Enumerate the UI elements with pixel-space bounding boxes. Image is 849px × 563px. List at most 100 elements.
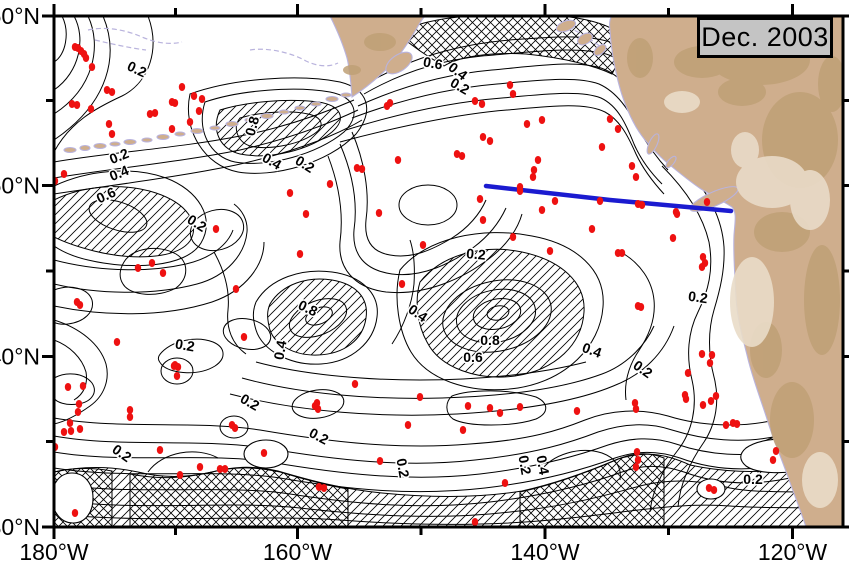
contour-value-label: 0.6 — [463, 349, 483, 365]
station-dot — [486, 137, 494, 145]
station-dot — [634, 456, 642, 464]
station-dot — [74, 44, 82, 52]
hatched-region — [267, 278, 367, 356]
hatched-region — [416, 248, 585, 378]
aleutian-island — [244, 117, 256, 123]
terrain-highlight — [802, 452, 838, 508]
station-dot — [74, 408, 82, 416]
contour-line — [213, 251, 247, 355]
contour-ring — [160, 357, 194, 385]
station-dot — [113, 338, 121, 346]
station-dot — [146, 110, 154, 118]
station-dot — [530, 166, 538, 174]
station-dot — [66, 419, 74, 427]
island — [593, 44, 607, 56]
lon-tick-label: 120°W — [758, 539, 828, 563]
contour-value-label: 0.4 — [270, 339, 289, 361]
aleutian-island — [109, 141, 121, 147]
station-dot — [156, 446, 164, 454]
contour-line — [677, 171, 725, 508]
station-dot — [286, 189, 294, 197]
station-dot — [633, 448, 641, 456]
contour-line — [649, 165, 712, 513]
contour-line — [391, 239, 415, 345]
station-dot — [707, 397, 715, 405]
station-dot — [476, 195, 484, 203]
station-dot — [88, 63, 96, 71]
station-dot — [509, 233, 517, 241]
contour-line — [54, 241, 265, 315]
terrain-highlight — [790, 170, 830, 230]
station-dot — [87, 105, 95, 113]
station-dot — [459, 426, 467, 434]
station-dot — [171, 99, 179, 107]
station-dot — [632, 463, 640, 471]
contour-ring — [291, 389, 345, 419]
station-dot — [419, 241, 427, 249]
station-dot — [698, 350, 706, 358]
shallow-coast-squiggle — [94, 39, 147, 51]
station-dot — [108, 130, 116, 138]
contour-value-label: 0.4 — [580, 339, 604, 361]
terrain-shading — [754, 212, 810, 252]
axis-frame-layer — [42, 4, 849, 539]
ship-track-line — [483, 183, 734, 214]
station-dot — [353, 164, 361, 172]
station-dot — [479, 133, 487, 141]
contour-value-label: 0.4 — [107, 162, 131, 184]
station-dot — [105, 120, 113, 128]
aleutian-island — [190, 127, 204, 135]
terrain-highlight — [736, 156, 808, 208]
aleutian-island — [294, 105, 306, 111]
aleutian-island — [123, 138, 137, 146]
station-dot — [710, 486, 718, 494]
station-dot — [64, 383, 72, 391]
lat-tick-label: 40°N — [0, 344, 40, 370]
station-dot — [529, 173, 537, 181]
station-dot — [375, 209, 383, 217]
contour-value-label: 0.2 — [293, 152, 318, 176]
station-dot — [126, 406, 134, 414]
station-dot — [351, 380, 359, 388]
contour-value-label: 0.6 — [422, 53, 444, 72]
contour-line — [54, 319, 108, 425]
station-dot — [632, 173, 640, 181]
station-dot — [296, 250, 304, 258]
contour-value-label: 0.8 — [242, 114, 263, 137]
contour-line — [54, 119, 363, 195]
contour-value-label: 0.2 — [466, 245, 487, 263]
lat-tick-label: 60°N — [0, 3, 40, 29]
station-dot — [221, 465, 229, 473]
station-dot — [404, 421, 412, 429]
station-dot — [358, 165, 366, 173]
station-dot — [538, 206, 546, 214]
station-dot — [712, 392, 720, 400]
station-dot — [684, 369, 692, 377]
station-dot — [596, 197, 604, 205]
contour-line — [255, 361, 587, 381]
contour-line — [54, 339, 87, 401]
aleutian-island — [260, 112, 274, 120]
station-dot — [673, 210, 681, 218]
contour-line — [147, 451, 219, 473]
station-dot — [706, 359, 714, 367]
station-dot — [699, 401, 707, 409]
hatched-region — [54, 186, 195, 258]
station-dot — [637, 303, 645, 311]
date-label-box: Dec. 2003 — [697, 17, 833, 58]
station-dot — [398, 280, 406, 288]
contour-line — [54, 229, 234, 271]
station-dot — [588, 225, 596, 233]
contour-line — [396, 232, 604, 391]
hatch-layer — [54, 16, 843, 527]
station-dot — [134, 264, 142, 272]
contour-line — [54, 16, 154, 153]
contour-ring — [222, 318, 272, 350]
terrain-shading — [627, 38, 653, 78]
station-dot — [232, 285, 240, 293]
station-dot — [703, 198, 711, 206]
station-dot — [573, 407, 581, 415]
contour-value-label: 0.2 — [448, 74, 473, 98]
station-dot — [698, 263, 706, 271]
contour-line — [345, 92, 663, 185]
